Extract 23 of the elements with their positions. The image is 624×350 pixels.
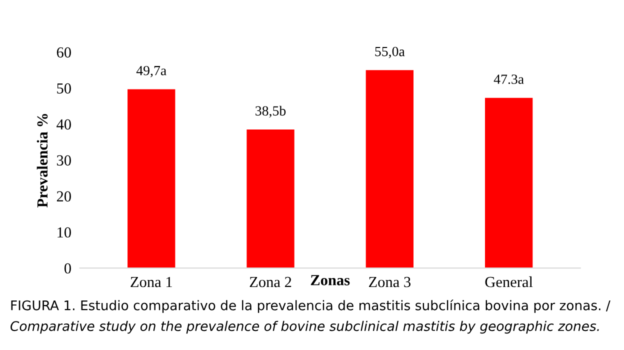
y-tick-label: 10: [58, 227, 71, 238]
data-label: 38,5b: [256, 106, 286, 118]
bar: [246, 130, 294, 268]
y-tick-label: 50: [57, 83, 71, 94]
data-label: 55,0a: [375, 46, 405, 58]
text: Comparative study on the prevalence of bovine subclinical mastitis by geographic zones.: [10, 320, 599, 334]
x-tick-label: Zona 1: [130, 276, 172, 288]
x-tick-label: General: [485, 276, 533, 288]
x-tick-label: Zona 2: [250, 276, 292, 288]
x-axis-title: Zonas: [310, 275, 350, 286]
y-tick-label: 60: [56, 47, 71, 58]
y-axis-title: Prevalencia %: [36, 114, 48, 208]
data-label: 47.3a: [494, 74, 524, 84]
text: FIGURA 1. Estudio comparativo de la prevalencia de mastitis subclínica bovina por zonas. /: [11, 300, 610, 313]
y-tick-label: 40: [56, 119, 71, 130]
data-label: 49,7a: [136, 66, 166, 78]
y-tick-label: 20: [56, 191, 71, 202]
y-tick-label: 30: [56, 155, 71, 166]
y-tick-label: 0: [64, 263, 71, 274]
x-tick-label: Zona 3: [368, 276, 410, 288]
bar: [366, 70, 414, 268]
bar: [484, 98, 533, 268]
bar: [128, 89, 176, 268]
